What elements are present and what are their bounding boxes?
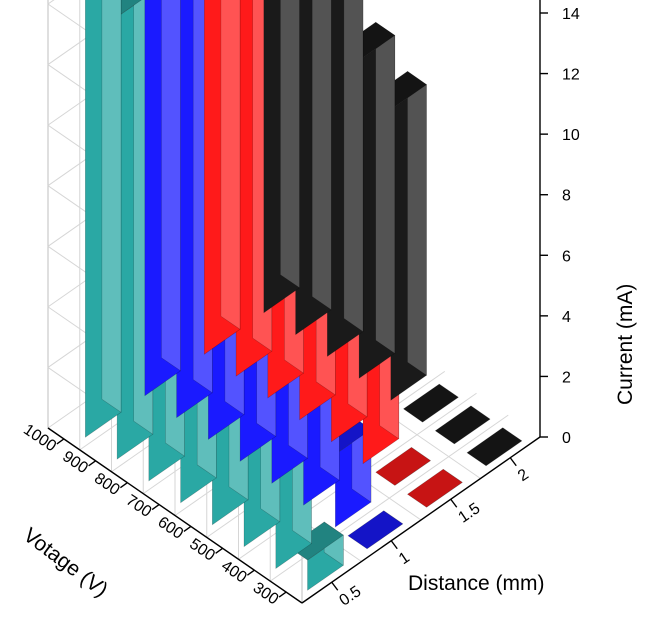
distance-tick (331, 581, 339, 591)
z-axis-title: Current (mA) (614, 284, 637, 405)
current-tick-label: 14 (562, 6, 580, 23)
bar (287, 521, 344, 591)
bar (85, 0, 122, 438)
current-tick-label: 8 (562, 188, 571, 205)
bar (406, 468, 463, 508)
bar (347, 510, 404, 550)
bar-side-face (375, 21, 396, 354)
bar-side-face (101, 0, 122, 413)
current-tick-label: 10 (562, 127, 580, 144)
distance-tick-label: 2 (515, 466, 532, 485)
voltage-tick (56, 438, 65, 445)
distance-axis-line (301, 436, 541, 604)
distance-tick (509, 457, 517, 467)
current-tick-label: 2 (562, 369, 571, 386)
bar (323, 0, 364, 357)
voltage-tick (119, 482, 128, 489)
bar (402, 383, 459, 423)
bar (375, 447, 432, 486)
bar-side-face (343, 0, 364, 333)
voltage-tick (151, 503, 160, 511)
bar (466, 427, 523, 467)
bar-side-face (311, 0, 332, 311)
bar-side-face (280, 0, 300, 289)
distance-tick (390, 540, 398, 550)
bar (144, 0, 181, 397)
current-tick-label: 0 (562, 430, 571, 447)
voltage-tick (278, 591, 287, 598)
voltage-tick (215, 547, 224, 554)
voltage-tick (246, 569, 255, 576)
current-tick-label: 6 (562, 248, 571, 265)
bar-top-face (347, 510, 404, 550)
voltage-tick (88, 460, 97, 467)
bar-top-face (466, 427, 523, 467)
bar-top-face (434, 405, 491, 445)
distance-tick-label: 0.5 (336, 583, 364, 610)
bar-top-face (406, 468, 463, 508)
bar (434, 405, 491, 445)
current-tick-label: 4 (562, 309, 571, 326)
bar (204, 0, 241, 355)
bar-top-face (402, 383, 459, 423)
bar-side-face (161, 0, 181, 372)
voltage-axis-line (47, 427, 303, 604)
distance-tick-label: 1.5 (455, 500, 483, 527)
bar-side-face (407, 70, 427, 376)
current-tick-label: 12 (562, 67, 580, 84)
bar-layer (85, 0, 523, 591)
voltage-tick (183, 525, 192, 533)
bar-side-face (220, 0, 241, 330)
bar-top-face (375, 447, 432, 486)
distance-tick (450, 498, 458, 508)
bar (371, 70, 428, 401)
distance-tick-label: 1 (396, 549, 413, 568)
bar (263, 0, 300, 314)
y-axis-title: Distance (mm) (408, 572, 545, 595)
x-axis-title: Votage (V) (19, 524, 112, 602)
bar (295, 0, 332, 336)
